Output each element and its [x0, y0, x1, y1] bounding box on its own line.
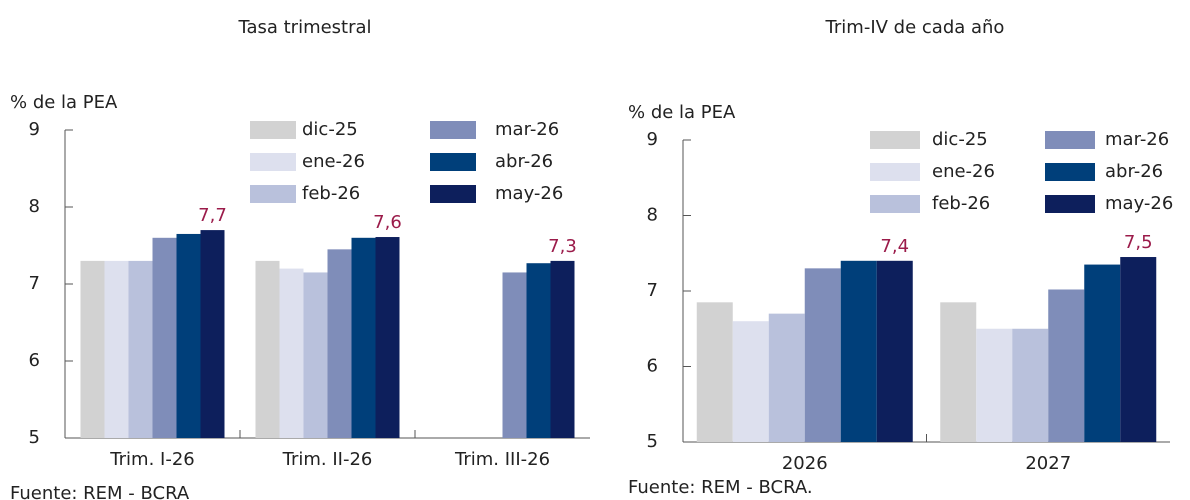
bar	[303, 272, 328, 438]
x-tick-label: 2027	[1025, 453, 1071, 474]
x-tick-label: Trim. II-26	[282, 449, 373, 470]
legend-label: may-26	[1105, 193, 1173, 214]
bar	[1120, 257, 1157, 442]
bar	[255, 260, 280, 438]
bar	[526, 263, 551, 438]
legend-swatch	[430, 121, 476, 139]
legend-swatch	[1045, 195, 1095, 213]
legend-label: feb-26	[302, 183, 360, 204]
x-tick-label: Trim. I-26	[109, 449, 194, 470]
bar	[840, 260, 877, 442]
legend-swatch	[250, 185, 296, 203]
legend-label: feb-26	[932, 193, 990, 214]
y-tick-label: 6	[647, 356, 658, 377]
bar	[128, 260, 153, 438]
bar	[804, 268, 841, 442]
bar	[550, 260, 575, 438]
legend-label: ene-26	[932, 161, 995, 182]
bar	[375, 237, 400, 438]
bar	[876, 260, 913, 442]
bar	[176, 233, 201, 438]
legend-label: ene-26	[302, 151, 365, 172]
y-tick-label: 8	[647, 205, 658, 226]
value-label: 7,4	[880, 236, 909, 257]
bar	[768, 313, 805, 442]
legend-swatch	[1045, 163, 1095, 181]
legend-label: dic-25	[932, 129, 988, 150]
y-tick-label: 6	[29, 350, 40, 371]
legend-swatch	[870, 131, 920, 149]
legend-swatch	[870, 163, 920, 181]
y-tick-label: 8	[29, 196, 40, 217]
legend-swatch	[250, 153, 296, 171]
x-tick-label: 2026	[782, 453, 828, 474]
legend-swatch	[430, 153, 476, 171]
legend-swatch	[250, 121, 296, 139]
legend-swatch	[1045, 131, 1095, 149]
value-label: 7,5	[1124, 232, 1153, 253]
bar	[279, 268, 304, 438]
y-tick-label: 9	[647, 129, 658, 150]
y-tick-label: 5	[647, 431, 658, 452]
legend-label: abr-26	[495, 151, 553, 172]
value-label: 7,6	[373, 212, 402, 233]
legend-label: dic-25	[302, 119, 358, 140]
y-tick-label: 7	[647, 280, 658, 301]
bar	[940, 302, 977, 442]
bar	[327, 249, 352, 438]
bar	[80, 260, 105, 438]
legend-label: mar-26	[1105, 129, 1169, 150]
bar	[696, 302, 733, 442]
bar	[152, 237, 177, 438]
y-axis-label: % de la PEA	[10, 92, 118, 113]
legend-label: abr-26	[1105, 161, 1163, 182]
bar	[976, 328, 1013, 442]
bar	[732, 321, 769, 442]
bar	[200, 230, 225, 438]
y-tick-label: 5	[29, 427, 40, 448]
y-tick-label: 9	[29, 119, 40, 140]
bar	[502, 272, 527, 438]
bar	[351, 237, 376, 438]
bar	[1048, 289, 1085, 442]
value-label: 7,7	[198, 205, 227, 226]
source: Fuente: REM - BCRA	[10, 483, 190, 500]
y-axis-label: % de la PEA	[628, 102, 736, 123]
y-tick-label: 7	[29, 273, 40, 294]
x-tick-label: Trim. III-26	[454, 449, 550, 470]
subtitle: Trim-IV de cada año	[825, 17, 1005, 38]
bar	[1012, 328, 1049, 442]
legend-swatch	[870, 195, 920, 213]
bar	[1084, 264, 1121, 442]
legend-swatch	[430, 185, 476, 203]
bar	[104, 260, 129, 438]
subtitle: Tasa trimestral	[237, 17, 371, 38]
value-label: 7,3	[548, 236, 577, 257]
legend-label: mar-26	[495, 119, 559, 140]
legend-label: may-26	[495, 183, 563, 204]
source: Fuente: REM - BCRA.	[628, 477, 813, 498]
